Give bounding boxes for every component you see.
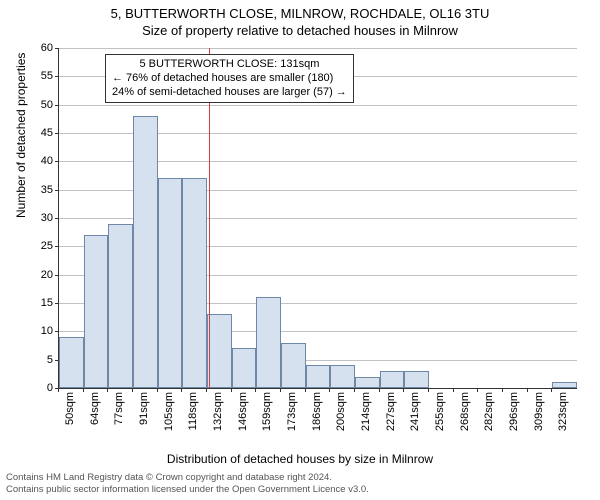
x-tick-mark [107,388,108,392]
x-tick-mark [58,388,59,392]
histogram-bar [108,224,133,388]
x-tick-mark [329,388,330,392]
y-tick-label: 35 [41,184,53,196]
x-tick-mark [255,388,256,392]
x-tick-mark [477,388,478,392]
footer-line2: Contains public sector information licen… [6,484,369,496]
y-tick-mark [55,331,59,332]
x-tick-label: 186sqm [311,392,323,432]
annotation-line1: 5 BUTTERWORTH CLOSE: 131sqm [112,58,347,72]
x-tick-label: 173sqm [286,392,298,432]
y-tick-mark [55,48,59,49]
x-tick-mark [502,388,503,392]
histogram-bar [84,235,109,388]
grid-line [59,48,577,49]
histogram-bar [552,382,577,388]
x-tick-label: 77sqm [113,392,125,432]
y-tick-mark [55,218,59,219]
y-tick-label: 50 [41,99,53,111]
histogram-bar [59,337,84,388]
plot-area: 051015202530354045505560 5 BUTTERWORTH C… [58,48,577,389]
footer-line1: Contains HM Land Registry data © Crown c… [6,472,369,484]
footer: Contains HM Land Registry data © Crown c… [6,472,369,496]
histogram-bar [232,348,257,388]
y-tick-label: 45 [41,127,53,139]
annotation-line3: 24% of semi-detached houses are larger (… [112,86,347,100]
x-tick-mark [527,388,528,392]
x-tick-mark [206,388,207,392]
x-tick-mark [132,388,133,392]
x-tick-label: 64sqm [89,392,101,432]
y-tick-label: 55 [41,70,53,82]
histogram-bar [330,365,355,388]
x-tick-label: 323sqm [557,392,569,432]
chart-container: 5, BUTTERWORTH CLOSE, MILNROW, ROCHDALE,… [0,0,600,500]
grid-line [59,105,577,106]
chart-title: 5, BUTTERWORTH CLOSE, MILNROW, ROCHDALE,… [0,0,600,21]
annotation-line2: ← 76% of detached houses are smaller (18… [112,72,347,86]
y-tick-label: 60 [41,42,53,54]
annotation-box: 5 BUTTERWORTH CLOSE: 131sqm ← 76% of det… [105,54,354,103]
histogram-bar [281,343,306,388]
x-tick-mark [428,388,429,392]
histogram-bar [404,371,429,388]
x-tick-mark [379,388,380,392]
x-tick-label: 132sqm [212,392,224,432]
x-tick-label: 159sqm [261,392,273,432]
histogram-bar [306,365,331,388]
y-tick-mark [55,133,59,134]
y-tick-label: 25 [41,240,53,252]
histogram-bar [158,178,183,388]
x-tick-mark [403,388,404,392]
x-tick-label: 118sqm [187,392,199,432]
x-tick-mark [354,388,355,392]
y-tick-mark [55,105,59,106]
x-tick-mark [231,388,232,392]
y-tick-mark [55,275,59,276]
histogram-bar [355,377,380,388]
y-tick-label: 5 [47,354,53,366]
x-tick-mark [453,388,454,392]
histogram-bar [380,371,405,388]
y-tick-mark [55,161,59,162]
y-tick-mark [55,76,59,77]
y-tick-label: 20 [41,269,53,281]
y-tick-label: 30 [41,212,53,224]
x-tick-label: 146sqm [237,392,249,432]
x-tick-label: 200sqm [335,392,347,432]
x-tick-mark [280,388,281,392]
histogram-bar [133,116,158,388]
y-axis-label: Number of detached properties [14,53,28,218]
x-tick-label: 91sqm [138,392,150,432]
chart-subtitle: Size of property relative to detached ho… [0,21,600,38]
histogram-bar [207,314,232,388]
y-tick-label: 40 [41,155,53,167]
x-tick-label: 50sqm [64,392,76,432]
y-tick-label: 10 [41,325,53,337]
x-tick-label: 241sqm [409,392,421,432]
plot-wrap: 051015202530354045505560 5 BUTTERWORTH C… [58,48,576,408]
x-tick-label: 296sqm [508,392,520,432]
x-tick-label: 309sqm [533,392,545,432]
x-tick-label: 268sqm [459,392,471,432]
histogram-bar [256,297,281,388]
x-tick-label: 105sqm [163,392,175,432]
x-tick-label: 227sqm [385,392,397,432]
x-tick-mark [305,388,306,392]
x-tick-mark [83,388,84,392]
histogram-bar [182,178,207,388]
y-tick-mark [55,303,59,304]
x-tick-mark [551,388,552,392]
y-tick-label: 0 [47,382,53,394]
y-tick-mark [55,190,59,191]
y-tick-mark [55,246,59,247]
x-tick-label: 282sqm [483,392,495,432]
x-axis-label: Distribution of detached houses by size … [0,452,600,466]
x-tick-mark [181,388,182,392]
x-tick-label: 255sqm [434,392,446,432]
x-tick-label: 214sqm [360,392,372,432]
x-tick-mark [157,388,158,392]
y-tick-label: 15 [41,297,53,309]
